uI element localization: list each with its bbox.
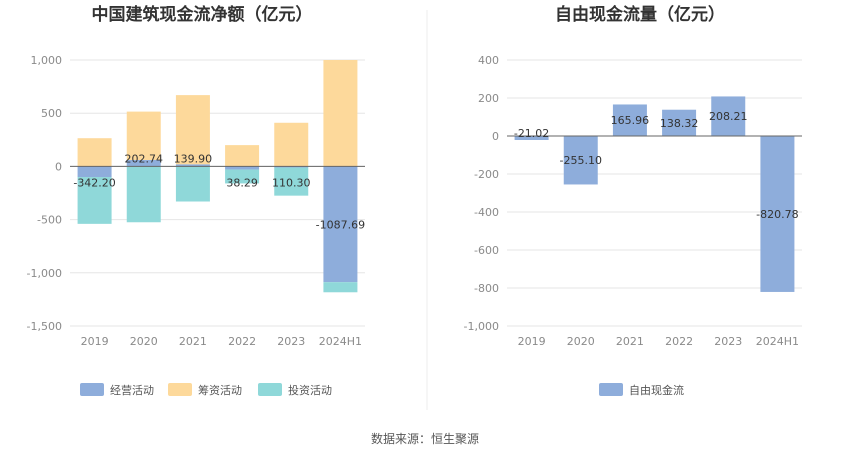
data-label: 208.21: [709, 110, 748, 123]
chart-title: 中国建筑现金流净额（亿元）: [92, 4, 313, 25]
x-tick-label: 2024H1: [756, 335, 799, 348]
y-tick-label: 200: [478, 92, 499, 105]
bar: [77, 166, 112, 178]
data-label: 138.32: [660, 117, 699, 130]
bar: [760, 136, 795, 292]
bar: [323, 60, 358, 167]
bar: [126, 160, 161, 167]
cashflow-net-chart: 中国建筑现金流净额（亿元） 1,000 500 0 -500 -1,000 -1,500 -3…: [27, 4, 366, 397]
bar: [175, 95, 210, 165]
y-tick-label: 500: [41, 107, 62, 120]
data-label: -21.02: [514, 127, 549, 140]
x-tick-label: 2020: [130, 335, 158, 348]
data-source: 数据来源：恒生聚源: [371, 431, 479, 446]
legend-swatch[interactable]: [168, 383, 192, 396]
data-label: 202.74: [125, 152, 164, 165]
data-label: -820.78: [756, 208, 798, 221]
y-tick-label: -400: [474, 206, 499, 219]
bar: [77, 138, 112, 167]
y-tick-label: 0: [55, 160, 62, 173]
x-tick-label: 2022: [665, 335, 693, 348]
bar: [175, 166, 210, 202]
data-label: -255.10: [560, 154, 602, 167]
x-tick-label: 2021: [179, 335, 207, 348]
data-label: 38.29: [226, 176, 258, 189]
x-tick-label: 2023: [277, 335, 305, 348]
x-tick-label: 2020: [567, 335, 595, 348]
bar: [711, 96, 746, 136]
legend-swatch[interactable]: [258, 383, 282, 396]
legend-swatch[interactable]: [599, 383, 623, 396]
legend-label[interactable]: 筹资活动: [198, 383, 242, 397]
bar: [612, 104, 647, 136]
y-tick-label: -200: [474, 168, 499, 181]
x-tick-label: 2019: [81, 335, 109, 348]
x-tick-label: 2023: [714, 335, 742, 348]
bar: [274, 166, 309, 168]
data-label: -1087.69: [316, 218, 365, 231]
legend-label[interactable]: 自由现金流: [629, 383, 684, 397]
x-tick-label: 2024H1: [319, 335, 362, 348]
bar: [662, 109, 697, 136]
data-label: 165.96: [611, 114, 650, 127]
y-tick-label: -800: [474, 282, 499, 295]
bar: [77, 177, 112, 224]
bar: [563, 136, 598, 185]
bar: [175, 164, 210, 167]
bar: [225, 169, 260, 184]
data-label: 110.30: [272, 176, 311, 189]
y-tick-label: -1,000: [27, 267, 62, 280]
y-tick-label: -500: [37, 214, 62, 227]
y-tick-label: -600: [474, 244, 499, 257]
y-tick-label: 0: [492, 130, 499, 143]
x-tick-label: 2022: [228, 335, 256, 348]
free-cashflow-chart: 自由现金流量（亿元） 400 200 0 -200 -400 -600 -800 -1,000 -…: [464, 4, 802, 397]
bar: [225, 166, 260, 170]
legend-label[interactable]: 经营活动: [110, 383, 154, 397]
bar: [274, 167, 309, 196]
legend-label[interactable]: 投资活动: [288, 383, 332, 397]
y-tick-label: -1,000: [464, 320, 499, 333]
legend-swatch[interactable]: [80, 383, 104, 396]
x-tick-label: 2019: [518, 335, 546, 348]
y-tick-label: 1,000: [31, 54, 63, 67]
bar: [126, 111, 161, 161]
bar: [225, 145, 260, 167]
data-label: 139.90: [174, 152, 213, 165]
y-tick-label: 400: [478, 54, 499, 67]
x-tick-label: 2021: [616, 335, 644, 348]
chart-title: 自由现金流量（亿元）: [555, 4, 725, 25]
data-label: -342.20: [73, 176, 115, 189]
bar: [126, 166, 161, 223]
bar: [514, 136, 549, 140]
y-tick-label: -1,500: [27, 320, 62, 333]
bar: [323, 282, 358, 293]
bar: [323, 166, 358, 283]
bar: [274, 122, 309, 167]
